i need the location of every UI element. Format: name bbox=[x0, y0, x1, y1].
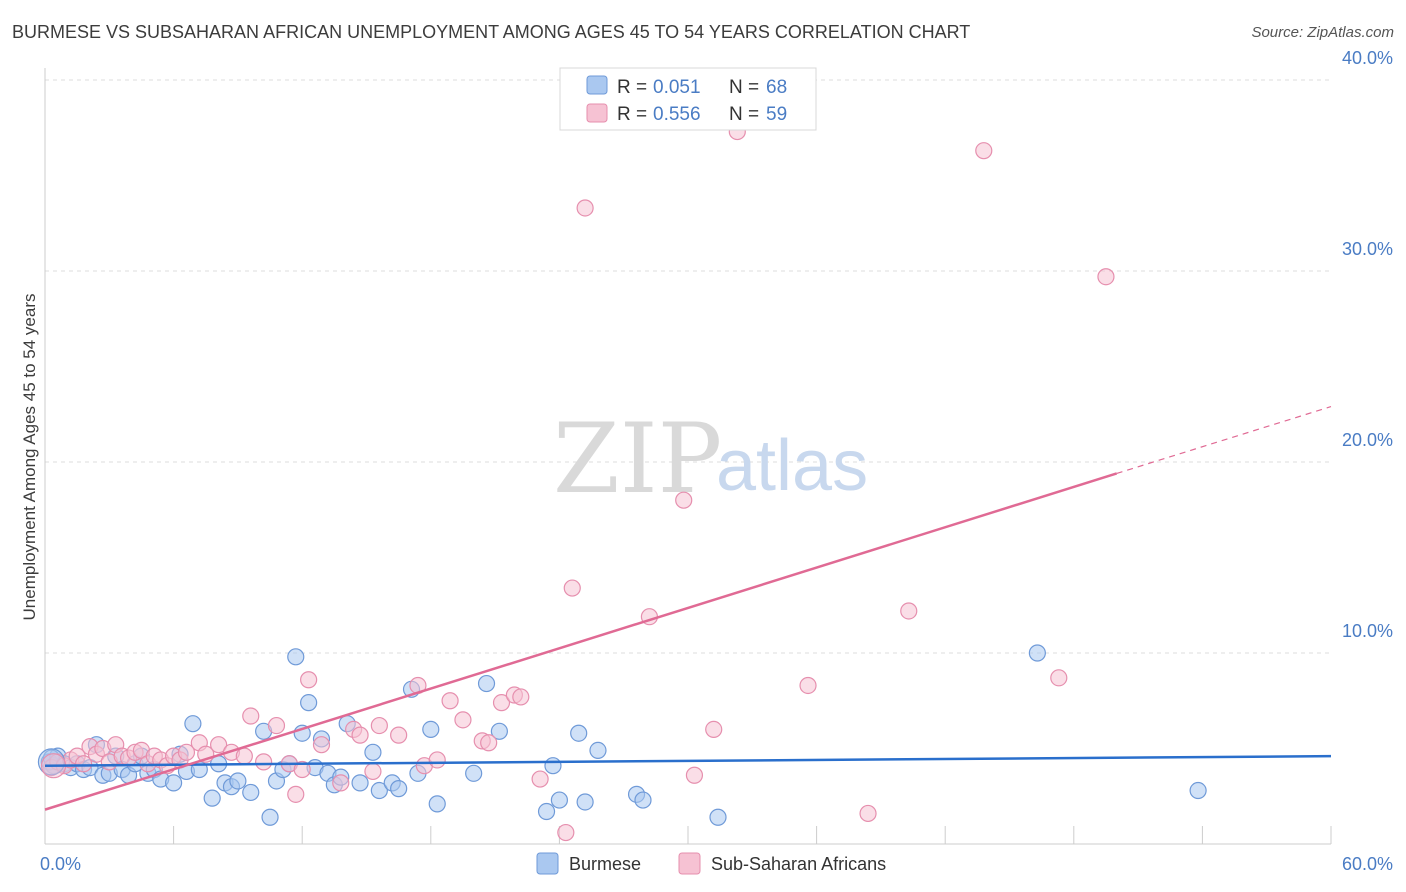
subsaharan-point-32 bbox=[293, 760, 311, 779]
burmese-point-59 bbox=[570, 724, 588, 742]
burmese-point-55 bbox=[490, 722, 508, 740]
burmese-point-44 bbox=[351, 774, 369, 792]
x-tick-label-1: 60.0% bbox=[1342, 854, 1393, 874]
burmese-point-52 bbox=[428, 795, 446, 813]
subsaharan-point-21 bbox=[177, 743, 196, 761]
y-tick-label-2: 30.0% bbox=[1342, 239, 1393, 259]
legend-n-label-burmese: N = bbox=[729, 77, 759, 98]
legend-swatch-burmese bbox=[586, 75, 608, 95]
subsaharan-point-61 bbox=[900, 602, 918, 620]
y-tick-label-1: 20.0% bbox=[1342, 430, 1393, 450]
subsaharan-trend-line bbox=[44, 472, 1118, 811]
burmese-point-24 bbox=[203, 789, 221, 807]
burmese-point-63 bbox=[634, 791, 652, 809]
bottom-legend-swatch-burmese bbox=[536, 852, 559, 875]
y-tick-label-0: 10.0% bbox=[1342, 621, 1393, 641]
legend-n-value-subsaharan: 59 bbox=[766, 104, 787, 125]
grid-layer bbox=[45, 79, 1331, 654]
subsaharan-point-27 bbox=[242, 707, 260, 725]
y-tick-label-3: 40.0% bbox=[1342, 48, 1393, 68]
subsaharan-point-26 bbox=[235, 747, 253, 765]
subsaharan-trend-extension bbox=[1116, 406, 1332, 475]
bottom-legend-label-subsaharan: Sub-Saharan Africans bbox=[711, 854, 886, 874]
legend-r-value-subsaharan: 0.556 bbox=[653, 104, 701, 125]
legend: R = 0.051 N = 68 R = 0.556 N = 59 bbox=[559, 67, 817, 131]
subsaharan-point-47 bbox=[480, 734, 498, 752]
subsaharan-point-53 bbox=[563, 579, 581, 597]
subsaharan-point-24 bbox=[210, 736, 228, 754]
burmese-point-35 bbox=[287, 648, 305, 666]
subsaharan-point-50 bbox=[512, 688, 530, 706]
trend-layer bbox=[44, 406, 1332, 811]
subsaharan-point-59 bbox=[799, 676, 817, 695]
subsaharan-point-48 bbox=[492, 694, 511, 712]
subsaharan-point-57 bbox=[705, 720, 723, 739]
subsaharan-point-51 bbox=[531, 770, 549, 788]
subsaharan-point-31 bbox=[287, 785, 305, 803]
subsaharan-point-56 bbox=[675, 491, 693, 509]
burmese-point-45 bbox=[364, 743, 382, 761]
subsaharan-point-60 bbox=[859, 804, 877, 823]
burmese-point-29 bbox=[242, 783, 260, 802]
burmese-point-19 bbox=[165, 774, 183, 792]
burmese-point-60 bbox=[576, 793, 594, 811]
chart-title: BURMESE VS SUBSAHARAN AFRICAN UNEMPLOYME… bbox=[12, 22, 971, 42]
subsaharan-point-29 bbox=[267, 716, 286, 735]
burmese-point-22 bbox=[184, 715, 202, 733]
burmese-point-37 bbox=[300, 694, 318, 712]
burmese-point-31 bbox=[261, 808, 279, 826]
burmese-point-53 bbox=[465, 764, 483, 782]
watermark: ZIP atlas bbox=[553, 403, 868, 515]
burmese-point-61 bbox=[589, 741, 607, 760]
burmese-point-65 bbox=[1028, 644, 1046, 662]
burmese-point-66 bbox=[1189, 781, 1207, 800]
subsaharan-point-40 bbox=[390, 726, 408, 744]
burmese-point-57 bbox=[544, 757, 562, 775]
subsaharan-point-52 bbox=[557, 823, 575, 842]
subsaharan-point-35 bbox=[332, 774, 350, 792]
legend-r-label-subsaharan: R = bbox=[617, 104, 647, 125]
burmese-point-28 bbox=[229, 772, 247, 790]
subsaharan-point-28 bbox=[255, 753, 273, 771]
burmese-trend-line bbox=[44, 754, 1332, 767]
legend-r-value-burmese: 0.051 bbox=[653, 77, 701, 98]
y-axis-label: Unemployment Among Ages 45 to 54 years bbox=[20, 294, 39, 621]
subsaharan-point-63 bbox=[1050, 669, 1068, 687]
burmese-point-58 bbox=[550, 791, 569, 809]
burmese-point-46 bbox=[370, 781, 388, 800]
subsaharan-point-44 bbox=[441, 692, 459, 710]
tick-label-layer: 10.0% 20.0% 30.0% 40.0% 0.0% 60.0% bbox=[40, 48, 1393, 874]
x-tick-label-0: 0.0% bbox=[40, 854, 81, 874]
burmese-point-56 bbox=[537, 802, 556, 821]
subsaharan-point-43 bbox=[428, 751, 446, 769]
subsaharan-point-38 bbox=[364, 762, 382, 781]
burmese-point-51 bbox=[422, 720, 440, 739]
legend-n-label-subsaharan: N = bbox=[729, 104, 759, 125]
burmese-point-64 bbox=[709, 808, 727, 826]
bottom-legend: Burmese Sub-Saharan Africans bbox=[536, 852, 886, 875]
points-layer bbox=[37, 122, 1207, 842]
burmese-point-54 bbox=[477, 674, 496, 693]
subsaharan-point-33 bbox=[300, 671, 318, 689]
source-text: Source: ZipAtlas.com bbox=[1251, 24, 1394, 41]
legend-n-value-burmese: 68 bbox=[766, 77, 787, 98]
watermark-atlas-text: atlas bbox=[716, 426, 868, 506]
subsaharan-point-65 bbox=[685, 766, 704, 784]
watermark-zip-text: ZIP bbox=[553, 403, 722, 515]
bottom-legend-swatch-subsaharan bbox=[678, 852, 701, 875]
subsaharan-point-34 bbox=[312, 736, 331, 754]
subsaharan-point-54 bbox=[576, 199, 594, 217]
subsaharan-point-45 bbox=[454, 711, 472, 729]
bottom-legend-label-burmese: Burmese bbox=[569, 854, 641, 874]
subsaharan-point-62 bbox=[975, 142, 993, 160]
subsaharan-point-5 bbox=[74, 755, 93, 773]
subsaharan-point-39 bbox=[370, 716, 388, 735]
subsaharan-point-37 bbox=[351, 726, 369, 744]
legend-swatch-subsaharan bbox=[586, 103, 608, 123]
burmese-point-48 bbox=[390, 780, 408, 798]
subsaharan-point-64 bbox=[1097, 268, 1115, 286]
legend-r-label-burmese: R = bbox=[617, 77, 647, 98]
